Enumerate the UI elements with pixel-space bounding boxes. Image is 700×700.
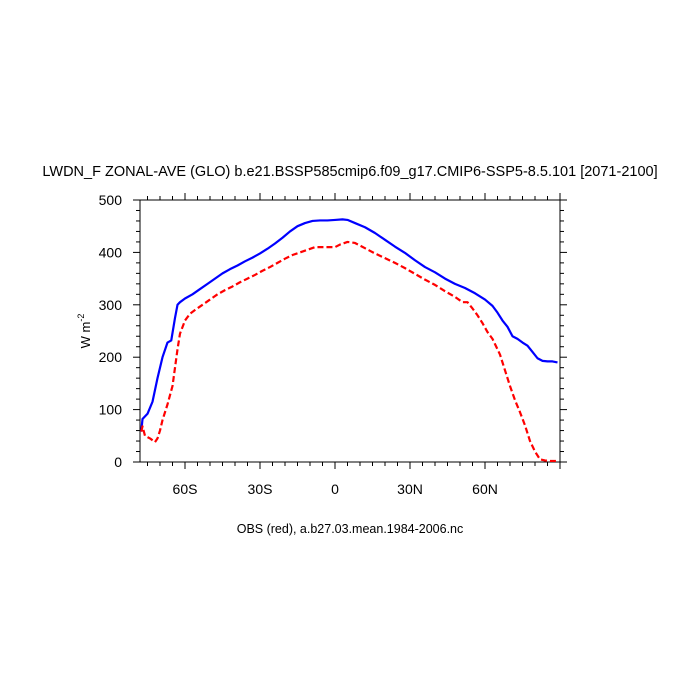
y-tick-label: 300 [99, 297, 123, 313]
y-tick-label: 0 [114, 454, 122, 470]
y-axis-label-superscript: -2 [76, 314, 86, 322]
y-tick-label: 100 [99, 402, 123, 418]
series-line-1 [140, 218, 558, 432]
y-axis-label: W m-2 [76, 314, 93, 349]
x-tick-label: 60S [173, 481, 198, 497]
y-tick-label: 400 [99, 244, 123, 260]
chart-subtitle: OBS (red), a.b27.03.mean.1984-2006.nc [236, 522, 464, 536]
x-tick-label: 0 [331, 481, 339, 497]
y-tick-label: 200 [99, 349, 123, 365]
x-tick-label: 60N [472, 481, 498, 497]
series-layer [140, 218, 558, 463]
x-tick-label: 30S [248, 481, 273, 497]
y-tick-label: 500 [99, 192, 123, 208]
plot-frame [139, 199, 561, 463]
chart-title: LWDN_F ZONAL-AVE (GLO) b.e21.BSSP585cmip… [42, 164, 658, 180]
axis-layer: 0 100 200 300 400 500 60S 30S 0 30N 60N [99, 192, 567, 497]
x-tick-label: 30N [397, 481, 423, 497]
series-line-2 [140, 240, 558, 463]
y-axis-label-text: W m [78, 322, 93, 349]
plot-border [139, 199, 561, 463]
